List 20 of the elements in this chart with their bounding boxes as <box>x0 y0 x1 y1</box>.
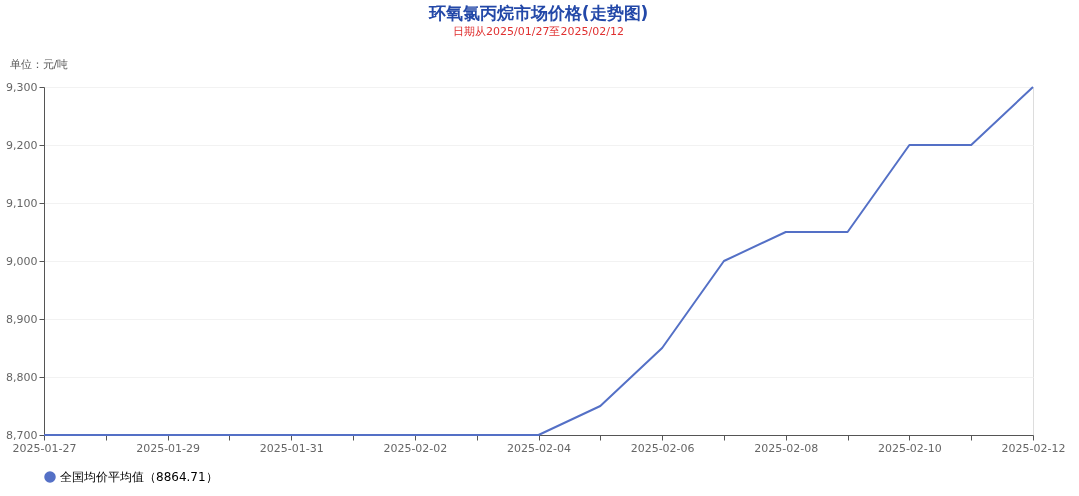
x-tick-label: 2025-02-04 <box>507 441 571 455</box>
chart-title: 环氧氯丙烷市场价格(走势图) <box>427 3 649 23</box>
y-tick-label: 9,100 <box>6 196 38 210</box>
y-tick-label: 8,900 <box>6 312 38 326</box>
x-tick-label: 2025-02-02 <box>383 441 448 455</box>
legend-label: 全国均价平均值（8864.71） <box>60 470 218 484</box>
y-tick-label: 9,300 <box>6 80 38 94</box>
y-tick-label: 8,700 <box>6 428 38 442</box>
y-tick-label: 9,000 <box>6 254 38 268</box>
x-tick-label: 2025-02-06 <box>630 441 695 455</box>
chart-subtitle: 日期从2025/01/27至2025/02/12 <box>453 25 624 38</box>
y-axis-title: 单位：元/吨 <box>9 57 69 71</box>
x-tick-label: 2025-01-31 <box>259 441 324 455</box>
y-tick-label: 9,200 <box>6 138 38 152</box>
x-tick-label: 2025-01-29 <box>136 441 201 455</box>
x-tick-label: 2025-02-08 <box>754 441 819 455</box>
x-tick-label: 2025-01-27 <box>12 441 77 455</box>
x-tick-label: 2025-02-12 <box>1001 441 1066 455</box>
y-tick-label: 8,800 <box>6 370 38 384</box>
x-tick-label: 2025-02-10 <box>877 441 942 455</box>
